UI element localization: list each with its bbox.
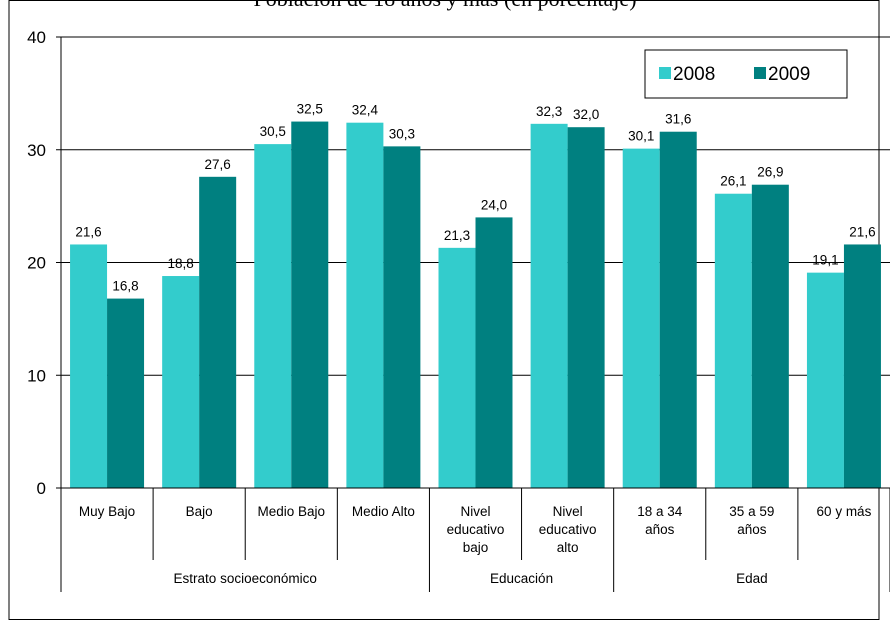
bar-2008-2 [254,144,292,489]
bar-2009-3 [383,146,421,488]
data-label: 26,1 [720,174,746,189]
bar-2009-6 [659,131,697,488]
bar-2009-0 [107,298,145,488]
bar-2008-7 [714,193,752,488]
bars [70,121,881,489]
y-tick-label: 10 [27,366,46,385]
category-label: Muy Bajo [79,504,135,519]
legend: 2008 2009 [644,49,848,99]
bar-2009-8 [843,244,881,488]
bar-2008-1 [162,276,200,488]
data-label: 18,8 [168,256,194,271]
category-label: Bajo [186,504,213,519]
bar-2008-3 [346,122,384,488]
category-label: educativo [539,522,597,537]
data-label: 27,6 [205,157,231,172]
legend-box [644,49,848,99]
bar-2008-4 [438,247,476,488]
group-label: Educación [490,571,553,586]
category-label: alto [557,540,579,555]
bar-2009-7 [751,184,789,488]
category-label: años [737,522,767,537]
bar-2009-4 [475,217,513,488]
bar-2008-6 [622,148,660,488]
category-label: Medio Bajo [258,504,326,519]
data-label: 24,0 [481,197,507,212]
bar-2008-8 [806,272,844,488]
data-label: 21,3 [444,228,470,243]
data-label: 21,6 [849,224,875,239]
data-label: 32,4 [352,103,379,118]
bar-2009-5 [567,127,605,488]
y-tick-label: 0 [37,479,46,498]
data-label: 30,5 [260,124,286,139]
category-label: educativo [447,522,505,537]
data-labels: 21,6 16,8 18,8 27,6 30,5 32,5 32,4 30,3 21,3 24,0… [75,102,875,294]
bar-2009-1 [199,176,237,488]
y-tick-label: 20 [27,254,46,273]
group-label: Estrato socioeconómico [174,571,317,586]
data-label: 16,8 [112,279,138,294]
y-tick-label: 30 [27,141,46,160]
bar-2009-2 [291,121,329,488]
bar-2008-0 [70,244,108,488]
category-label: bajo [463,540,489,555]
data-label: 32,0 [573,107,599,122]
data-label: 26,9 [757,165,783,180]
x-axis: Muy Bajo Bajo Medio Bajo Medio Alto Nivel edu… [60,487,890,592]
legend-label-2009: 2009 [768,64,810,85]
group-label: Edad [736,571,768,586]
y-axis-ticks: 0 10 20 30 40 [27,28,62,498]
category-label: Nivel [553,504,583,519]
legend-label-2008: 2008 [673,64,715,85]
category-label: Medio Alto [352,504,415,519]
y-tick-label: 40 [27,28,46,47]
data-label: 21,6 [75,224,101,239]
data-label: 19,1 [812,253,838,268]
category-label: 60 y más [817,504,872,519]
category-label: 35 a 59 [729,504,774,519]
data-label: 30,3 [389,126,415,141]
chart-title: Población de 18 años y más (en porcentaj… [0,0,890,12]
category-label: años [645,522,675,537]
category-label: Nivel [460,504,490,519]
data-label: 32,3 [536,104,562,119]
legend-swatch-2008 [659,67,671,79]
data-label: 32,5 [297,102,323,117]
legend-swatch-2009 [754,67,766,79]
data-label: 30,1 [628,129,654,144]
category-label: 18 a 34 [637,504,683,519]
data-label: 31,6 [665,112,691,127]
bar-2008-5 [530,123,568,488]
